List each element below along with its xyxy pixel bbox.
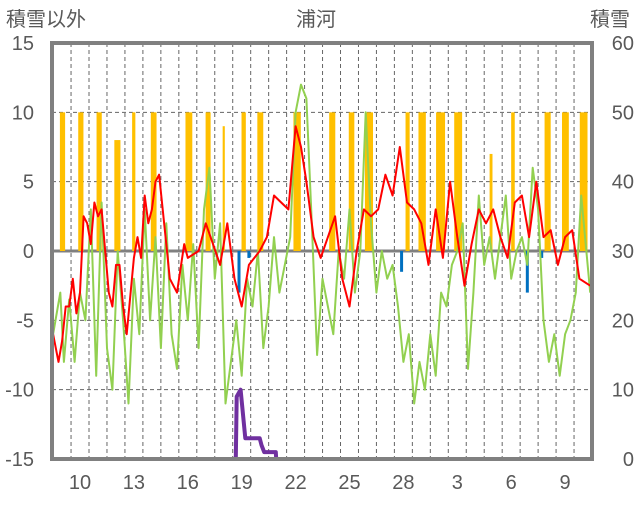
yellow-bar: [436, 112, 446, 251]
yellow-bar: [511, 112, 515, 251]
blue-bar: [247, 251, 251, 258]
left-y-tick-label: -5: [16, 310, 34, 332]
x-tick-label: 25: [338, 472, 360, 494]
green-series-line: [52, 83, 592, 405]
bars-layer: [59, 112, 588, 293]
yellow-bar: [454, 112, 463, 251]
yellow-bar: [78, 112, 84, 251]
left-y-tick-label: -15: [5, 449, 34, 471]
snow-depth-line: [52, 387, 592, 461]
yellow-bar: [348, 112, 355, 251]
x-tick-label: 9: [559, 472, 570, 494]
x-tick-label: 28: [392, 472, 414, 494]
x-tick-label: 22: [284, 472, 306, 494]
right-axis-title: 積雪: [590, 8, 630, 31]
plot-frame: [50, 41, 594, 461]
left-y-tick-label: 0: [23, 241, 34, 263]
right-y-tick-label: 0: [623, 449, 634, 471]
right-y-tick-label: 50: [612, 102, 634, 124]
yellow-bar: [222, 126, 225, 251]
yellow-bar: [257, 112, 264, 251]
x-tick-label: 6: [506, 472, 517, 494]
yellow-bar: [579, 112, 588, 251]
right-y-tick-label: 30: [612, 241, 634, 263]
yellow-bar: [96, 112, 102, 251]
blue-bar: [525, 251, 529, 293]
left-axis-title: 積雪以外: [6, 8, 86, 31]
yellow-bar: [489, 153, 493, 251]
yellow-bar: [185, 112, 193, 251]
x-tick-label: 10: [69, 472, 91, 494]
yellow-bar: [544, 112, 551, 251]
yellow-bar: [132, 112, 136, 251]
yellow-bar: [562, 112, 569, 251]
left-y-tick-label: 15: [12, 33, 34, 55]
lines-layer: [52, 83, 592, 461]
red-series-line: [52, 125, 591, 363]
yellow-bar: [293, 112, 301, 251]
right-y-tick-label: 40: [612, 172, 634, 194]
gridlines: [52, 43, 592, 459]
right-y-tick-label: 20: [612, 310, 634, 332]
blue-bar: [540, 251, 544, 258]
yellow-bar: [114, 140, 121, 251]
left-y-tick-label: 10: [12, 102, 34, 124]
yellow-bar: [329, 112, 336, 251]
x-tick-label: 19: [231, 472, 253, 494]
yellow-bar: [405, 112, 410, 251]
chart-title: 浦河: [296, 8, 336, 31]
left-y-tick-label: -10: [5, 380, 34, 402]
blue-bar: [400, 251, 404, 272]
yellow-bar: [59, 112, 66, 251]
right-y-tick-label: 60: [612, 33, 634, 55]
yellow-bar: [150, 112, 157, 251]
x-tick-label: 13: [123, 472, 145, 494]
left-y-tick-label: 5: [23, 172, 34, 194]
yellow-bar: [241, 112, 246, 251]
yellow-bar: [418, 112, 426, 251]
x-tick-label: 16: [177, 472, 199, 494]
right-y-tick-label: 10: [612, 380, 634, 402]
blue-bar: [237, 251, 241, 293]
x-tick-label: 3: [452, 472, 463, 494]
